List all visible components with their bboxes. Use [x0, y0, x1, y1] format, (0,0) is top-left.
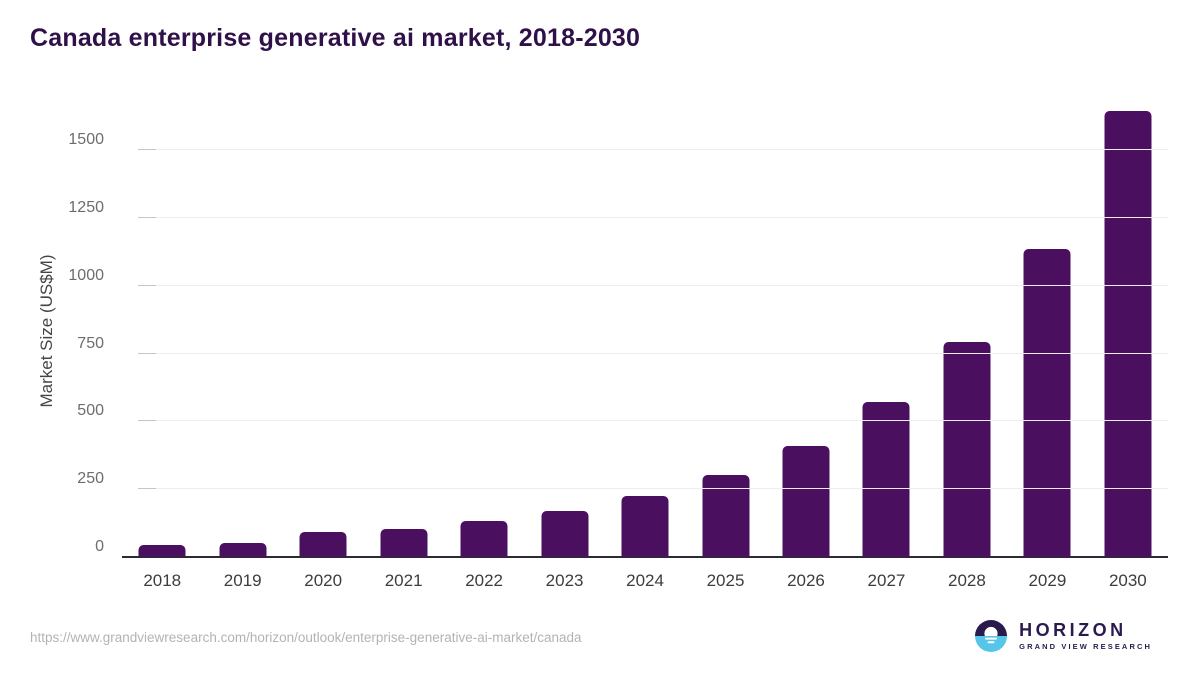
- y-tick-label-250: 250: [77, 470, 104, 488]
- horizon-logo-text: HORIZON GRAND VIEW RESEARCH: [1019, 619, 1152, 652]
- x-tick-label-2021: 2021: [384, 571, 423, 590]
- x-tick-label-2027: 2027: [867, 571, 906, 590]
- bar-slot-2018: 2018: [122, 105, 202, 590]
- bar-slots: 2018 2019 2020 2021 2022 2023 2024 2025 2026 2027…: [122, 105, 1168, 590]
- bar-2027[interactable]: [862, 402, 910, 557]
- bar-slot-2025: 2025: [685, 105, 765, 590]
- bar-slot-2028: 2028: [927, 105, 1007, 590]
- y-tick-label-750: 750: [77, 334, 104, 352]
- x-tick-label-2022: 2022: [465, 571, 504, 590]
- y-tick-label-1500: 1500: [68, 131, 104, 149]
- y-tickmark-1000: [138, 284, 156, 286]
- bar-2022[interactable]: [460, 521, 508, 557]
- horizon-logo-icon: [975, 620, 1008, 652]
- bar-2030[interactable]: [1104, 110, 1152, 557]
- bar-2024[interactable]: [621, 495, 669, 557]
- x-axis-line: [122, 556, 1168, 558]
- bar-slot-2027: 2027: [846, 105, 926, 590]
- bar-2023[interactable]: [541, 510, 589, 557]
- y-tickmark-1250: [138, 216, 156, 218]
- bar-slot-2023: 2023: [524, 105, 604, 590]
- bar-2019[interactable]: [219, 542, 267, 557]
- x-tick-label-2018: 2018: [143, 571, 182, 590]
- bar-2021[interactable]: [380, 529, 428, 557]
- y-tickmark-250: [138, 488, 156, 490]
- gridline-1000: [138, 284, 1168, 286]
- y-tickmark-500: [138, 420, 156, 422]
- source-url[interactable]: https://www.grandviewresearch.com/horizo…: [30, 630, 582, 645]
- gridline-250: [138, 488, 1168, 490]
- x-tick-label-2030: 2030: [1108, 571, 1147, 590]
- bar-2026[interactable]: [782, 446, 830, 557]
- bar-2029[interactable]: [1023, 249, 1071, 557]
- bar-slot-2030: 2030: [1088, 105, 1168, 590]
- logo-water-half: [975, 636, 1008, 652]
- y-axis-title: Market Size (US$M): [37, 254, 56, 408]
- x-tick-label-2024: 2024: [626, 571, 664, 590]
- y-tickmark-750: [138, 352, 156, 354]
- gridline-750: [138, 352, 1168, 354]
- chart-title: Canada enterprise generative ai market, …: [30, 24, 641, 52]
- x-tick-label-2023: 2023: [545, 571, 584, 590]
- horizon-logo: HORIZON GRAND VIEW RESEARCH: [974, 619, 1152, 653]
- bar-slot-2026: 2026: [766, 105, 846, 590]
- bar-2018[interactable]: [138, 544, 186, 557]
- plot-area: 2018 2019 2020 2021 2022 2023 2024 2025 2026 2027…: [68, 105, 1168, 590]
- y-tickmark-1500: [138, 149, 156, 151]
- y-tick-label-0: 0: [95, 538, 104, 555]
- gridline-1500: [138, 149, 1168, 151]
- x-tick-label-2019: 2019: [223, 571, 262, 590]
- gridline-1250: [138, 216, 1168, 218]
- bar-slot-2024: 2024: [605, 105, 685, 590]
- x-tick-label-2025: 2025: [706, 571, 745, 590]
- bar-slot-2022: 2022: [444, 105, 524, 590]
- y-tick-label-500: 500: [77, 402, 104, 420]
- horizon-brand-name: HORIZON: [1019, 619, 1127, 640]
- x-tick-label-2020: 2020: [304, 571, 343, 590]
- y-tick-label-1250: 1250: [68, 198, 104, 216]
- bar-slot-2021: 2021: [363, 105, 443, 590]
- logo-reflection-line-1: [985, 637, 998, 640]
- bar-slot-2019: 2019: [202, 105, 282, 590]
- logo-reflection-line-2: [987, 641, 995, 644]
- gridline-500: [138, 420, 1168, 422]
- bar-2025[interactable]: [702, 474, 750, 557]
- horizon-sub-brand: GRAND VIEW RESEARCH: [1019, 642, 1152, 652]
- x-tick-label-2026: 2026: [787, 571, 825, 590]
- y-tick-label-1000: 1000: [68, 266, 104, 284]
- bar-slot-2029: 2029: [1007, 105, 1087, 590]
- bar-2028[interactable]: [943, 341, 991, 557]
- x-tick-label-2029: 2029: [1028, 571, 1067, 590]
- x-tick-label-2028: 2028: [948, 571, 986, 590]
- bar-2020[interactable]: [299, 531, 347, 557]
- bar-slot-2020: 2020: [283, 105, 363, 590]
